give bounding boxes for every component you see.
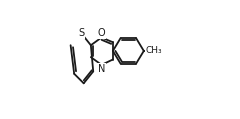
Text: CH₃: CH₃ xyxy=(145,46,162,55)
Text: O: O xyxy=(98,28,105,38)
Text: N: N xyxy=(98,64,105,74)
Text: S: S xyxy=(78,28,84,38)
